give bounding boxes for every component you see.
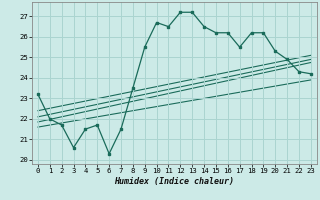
X-axis label: Humidex (Indice chaleur): Humidex (Indice chaleur)	[115, 177, 234, 186]
